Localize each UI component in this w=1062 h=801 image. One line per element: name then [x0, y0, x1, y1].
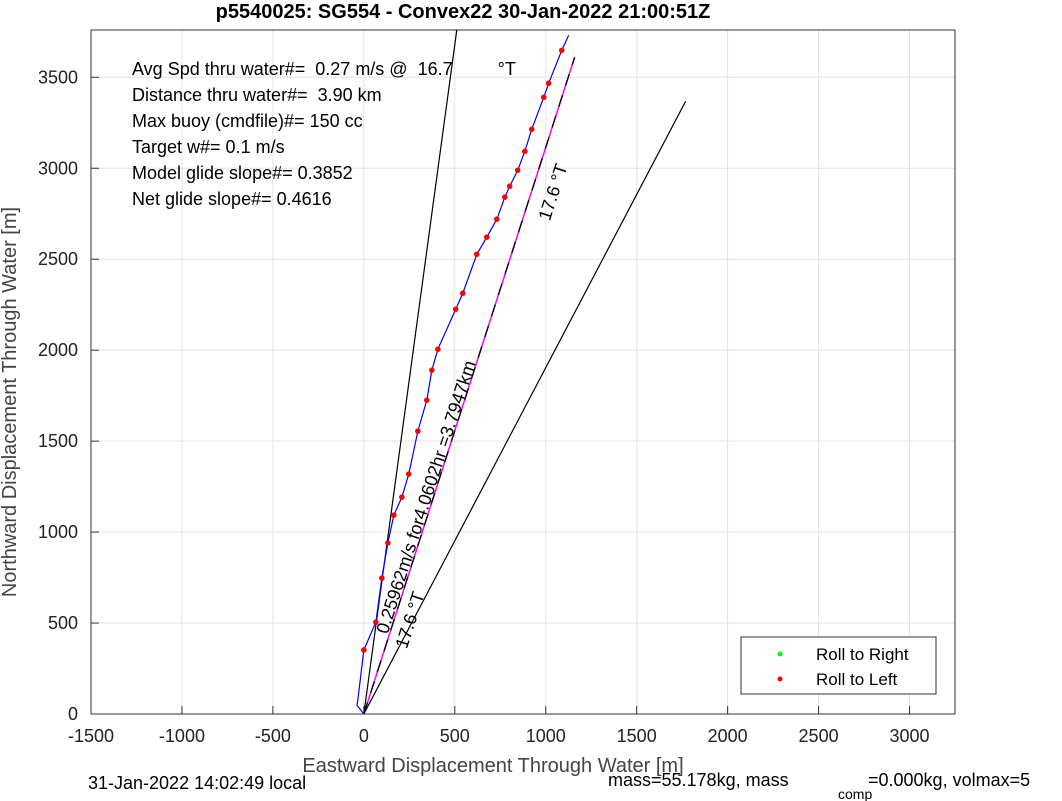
roll-point: [361, 647, 367, 653]
roll-point: [391, 512, 397, 518]
legend-swatch: [777, 651, 783, 657]
roll-point: [540, 94, 547, 101]
annotation: Max buoy (cmdfile)#= 150 cc: [132, 111, 363, 131]
roll-point: [435, 346, 441, 353]
annotation: Target w#= 0.1 m/s: [132, 137, 285, 157]
roll-point: [423, 397, 430, 403]
footer-text: 31-Jan-2022 14:02:49 local: [88, 773, 306, 793]
roll-point: [506, 183, 513, 190]
roll-point: [405, 471, 412, 477]
track-line: [356, 35, 570, 714]
y-tick-label: 3500: [38, 67, 78, 87]
legend-label: Roll to Left: [816, 670, 898, 689]
track-line: [363, 101, 687, 714]
y-tick-label: 2000: [38, 340, 78, 360]
roll-point: [528, 126, 535, 133]
y-tick-label: 1500: [38, 431, 78, 451]
x-tick-label: -500: [255, 726, 291, 746]
roll-point: [459, 290, 466, 297]
x-tick-label: -1000: [159, 726, 205, 746]
y-tick-label: 500: [48, 613, 78, 633]
roll-point: [379, 575, 385, 581]
roll-point: [473, 251, 480, 258]
annotation: Avg Spd thru water#= 0.27 m/s @ 16.7 °T: [132, 59, 516, 79]
x-tick-label: 500: [440, 726, 470, 746]
annotation: Net glide slope#= 0.4616: [132, 189, 332, 209]
roll-point: [545, 80, 552, 87]
y-axis-label: Northward Displacement Through Water [m]: [0, 207, 21, 597]
legend-label: Roll to Right: [816, 645, 909, 664]
roll-point: [514, 167, 521, 174]
x-tick-label: 0: [359, 726, 369, 746]
footer-text: mass=55.178kg, mass: [608, 770, 789, 790]
roll-point: [452, 306, 459, 313]
x-tick-label: 3000: [890, 726, 930, 746]
roll-point: [429, 367, 435, 373]
roll-point: [373, 619, 379, 625]
roll-point: [399, 494, 405, 500]
roll-point: [502, 194, 508, 200]
roll-point: [494, 216, 500, 222]
roll-point: [415, 428, 421, 434]
chart-title: p5540025: SG554 - Convex22 30-Jan-2022 2…: [216, 1, 711, 23]
x-axis-label: Eastward Displacement Through Water [m]: [302, 755, 683, 777]
legend-swatch: [777, 676, 783, 682]
footer-text: comp: [838, 786, 872, 801]
x-tick-label: 1500: [617, 726, 657, 746]
roll-point: [558, 47, 565, 54]
x-tick-label: 2500: [799, 726, 839, 746]
annotation: Model glide slope#= 0.3852: [132, 163, 353, 183]
x-tick-label: -1500: [68, 726, 114, 746]
x-tick-label: 1000: [526, 726, 566, 746]
legend-box: [740, 636, 937, 695]
plot-area: [91, 30, 955, 714]
x-tick-label: 2000: [708, 726, 748, 746]
y-tick-label: 0: [68, 704, 78, 724]
roll-point: [484, 234, 490, 241]
roll-point: [385, 540, 391, 546]
track-line-dash: [363, 57, 576, 714]
y-tick-label: 1000: [38, 522, 78, 542]
annotation: Distance thru water#= 3.90 km: [132, 85, 382, 105]
axes-frame: [90, 29, 956, 715]
y-tick-label: 3000: [38, 158, 78, 178]
y-tick-label: 2500: [38, 249, 78, 269]
roll-point: [522, 148, 528, 155]
plot-layer: [356, 30, 687, 714]
footer-text: =0.000kg, volmax=5: [868, 770, 1030, 790]
